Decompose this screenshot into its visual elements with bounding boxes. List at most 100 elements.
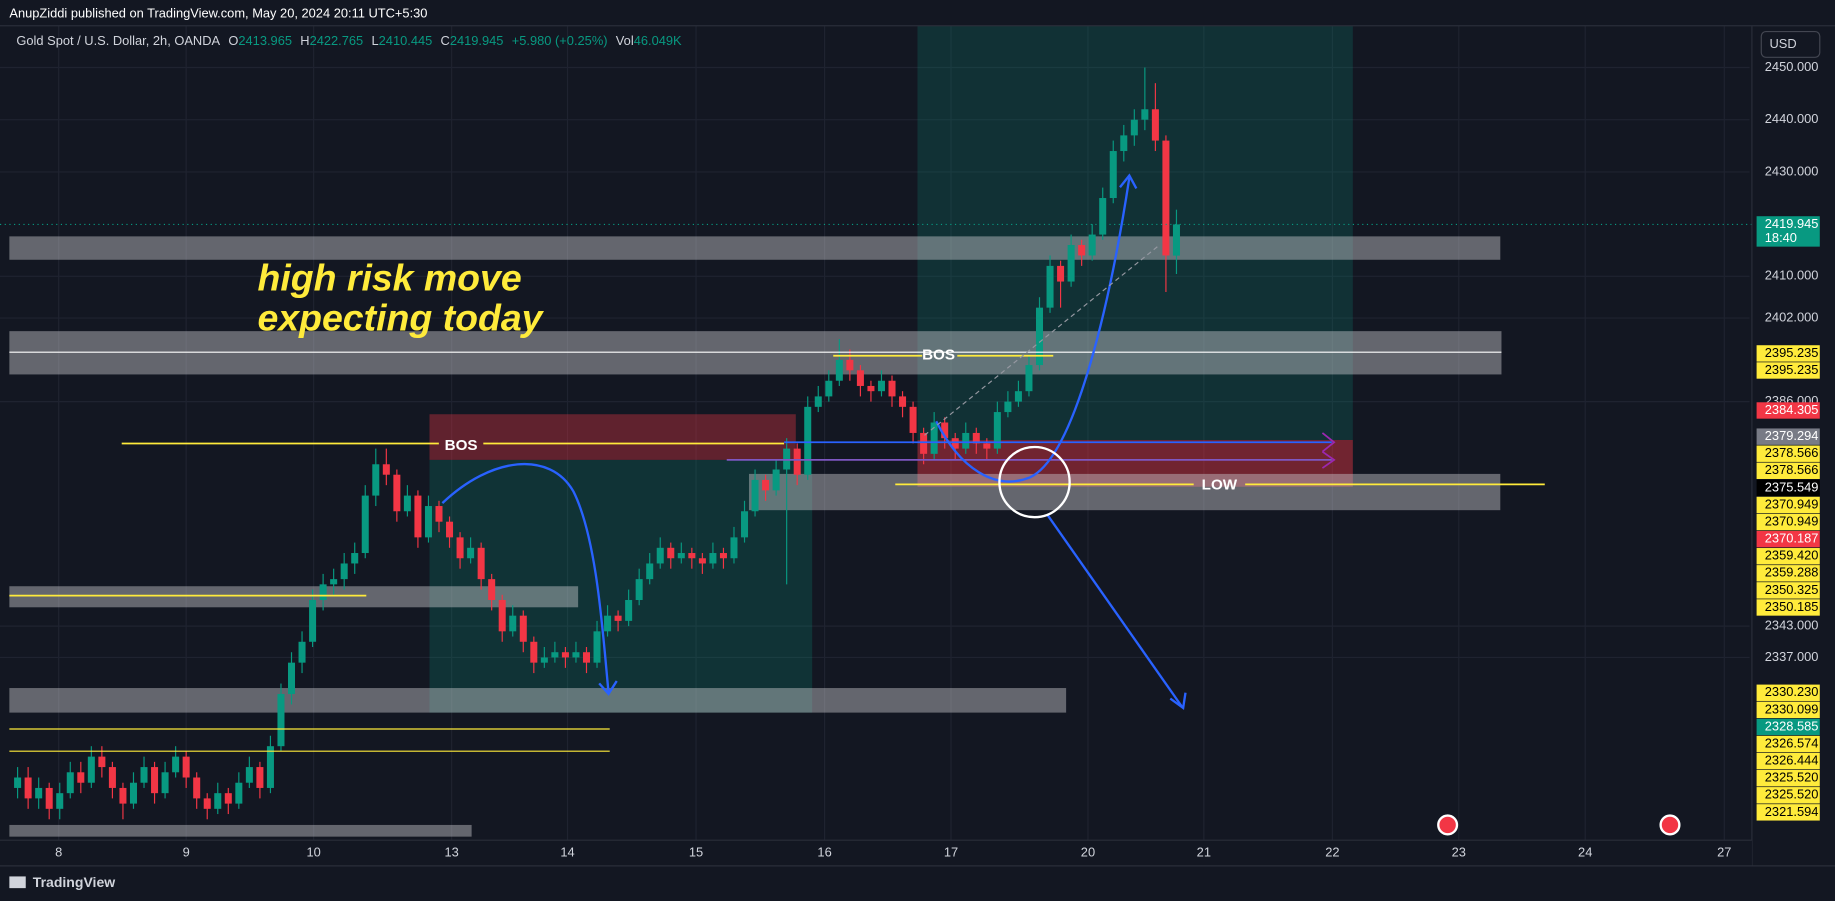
candle-body	[772, 469, 780, 491]
price-label-box	[1756, 362, 1820, 379]
note-text: expecting today	[257, 297, 544, 339]
currency-button[interactable]	[1760, 31, 1821, 58]
candle-body	[1025, 365, 1033, 392]
arrow-head	[1321, 450, 1336, 469]
candle-body	[856, 370, 864, 386]
candle-body	[951, 438, 959, 449]
price-label: 2379.294	[1765, 428, 1819, 443]
candle-body	[1088, 234, 1096, 256]
price-label-box	[1756, 428, 1820, 445]
candle-body	[235, 782, 243, 804]
x-tick-label: 9	[183, 844, 190, 859]
price-label: 2395.235	[1765, 362, 1819, 377]
candle-body	[561, 652, 569, 658]
candle-body	[214, 793, 222, 809]
price-label: 2326.444	[1765, 753, 1819, 768]
drawings	[9, 173, 1545, 752]
candle-body	[635, 579, 643, 601]
price-label-box	[1756, 496, 1820, 514]
price-label-box	[1756, 513, 1820, 531]
candle-body	[1004, 401, 1012, 413]
candle-body	[77, 772, 85, 783]
bos-label: BOS	[445, 437, 478, 454]
candle-body	[382, 464, 390, 475]
candle-body	[793, 448, 801, 475]
zone	[9, 586, 579, 608]
x-tick-label: 15	[689, 844, 703, 859]
candle-body	[424, 506, 432, 538]
x-tick-label: 8	[55, 844, 62, 859]
zone	[9, 688, 1067, 713]
candle-body	[393, 474, 401, 512]
candle-body	[625, 600, 633, 621]
candle-body	[488, 579, 496, 601]
candle-body	[709, 553, 717, 564]
candle-body	[182, 756, 190, 778]
candle-body	[930, 422, 938, 454]
x-tick-label: 16	[817, 844, 831, 859]
candle-body	[467, 547, 475, 559]
candle-body	[414, 495, 422, 538]
x-tick-label: 24	[1578, 844, 1592, 859]
price-label-box	[1756, 565, 1820, 582]
candle-body	[245, 767, 253, 783]
candle-body	[277, 693, 285, 747]
y-tick-label: 2450.000	[1765, 59, 1819, 74]
currency[interactable]: USD	[1769, 36, 1796, 51]
candle-body	[677, 553, 685, 559]
price-label: 2395.235	[1765, 345, 1819, 360]
dashed-line	[924, 245, 1159, 436]
candle-body	[920, 432, 928, 454]
event-icon[interactable]	[1437, 814, 1459, 836]
candle-body	[804, 406, 812, 475]
x-tick-label: 14	[560, 844, 574, 859]
price-label: 2326.574	[1765, 735, 1819, 750]
candle-body	[719, 553, 727, 559]
candle-body	[1130, 119, 1138, 136]
candle-body	[129, 782, 137, 804]
highlight-circle	[998, 445, 1071, 519]
legend-change: +5.980 (+0.25%)	[512, 34, 608, 49]
price-label: 2370.187	[1765, 531, 1819, 546]
legend-value: 2410.445	[379, 34, 433, 49]
price-label-box	[1756, 462, 1820, 479]
candle-body	[108, 767, 116, 788]
candle-body	[983, 443, 991, 449]
price-label: 2325.520	[1765, 770, 1819, 785]
candle-body	[193, 777, 201, 799]
candle-body	[1035, 307, 1044, 366]
candle-body	[35, 787, 43, 799]
publisher: AnupZiddi published on TradingView.com, …	[9, 5, 427, 20]
candle-body	[361, 495, 369, 554]
legend-label: H	[300, 34, 309, 49]
candle-body	[835, 359, 843, 381]
candle-body	[1172, 224, 1180, 256]
candle-body	[688, 553, 696, 559]
price-label: 2378.566	[1765, 462, 1819, 477]
arrow-head	[1169, 692, 1187, 711]
legend-label: Vol	[616, 34, 634, 49]
candle-body	[656, 547, 664, 564]
axes: 2450.000 2440.000 2430.000 2410.000 2402.000…	[55, 59, 1820, 859]
candle-body	[646, 563, 654, 580]
symbol-title: Gold Spot / U.S. Dollar, 2h, OANDA	[16, 34, 220, 49]
price-label-box	[1756, 479, 1820, 497]
candle-body	[287, 662, 296, 694]
candle-body	[87, 756, 95, 783]
price-label-box	[1756, 548, 1820, 565]
event-icon[interactable]	[1659, 814, 1681, 836]
candle-body	[941, 422, 949, 439]
candle-body	[1151, 109, 1159, 141]
candle-body	[1162, 140, 1170, 256]
price-label: 2384.305	[1765, 402, 1819, 417]
candle-body	[435, 506, 443, 522]
y-tick-label: 2337.000	[1765, 649, 1819, 664]
candle-body	[1067, 245, 1075, 282]
price-label: 2370.949	[1765, 496, 1819, 511]
candle-body	[899, 396, 907, 407]
arrow-head	[1321, 432, 1336, 453]
candle-body	[256, 767, 264, 788]
low-label: LOW	[1202, 477, 1238, 494]
price-label-box	[1756, 445, 1820, 462]
